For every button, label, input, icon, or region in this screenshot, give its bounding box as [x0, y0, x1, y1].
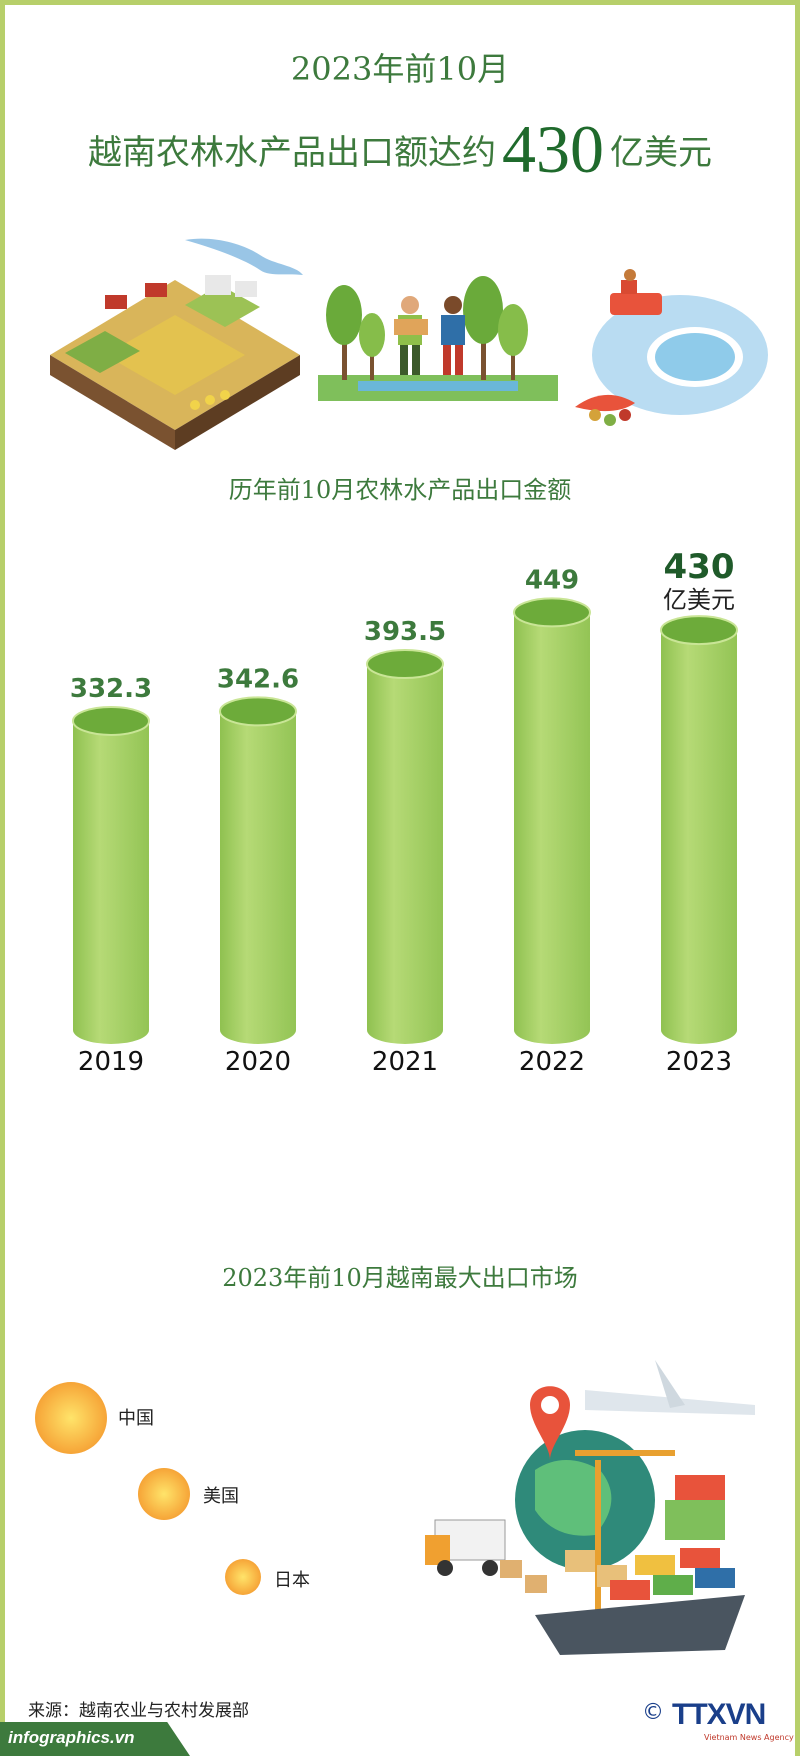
ttxvn-logo-subtitle: Vietnam News Agency [704, 1733, 794, 1742]
x-tick-2023: 2023 [666, 1047, 732, 1077]
x-tick-2020: 2020 [225, 1047, 291, 1077]
value-label-2020: 342.6 [217, 664, 299, 694]
fish-farm-illustration [575, 269, 768, 426]
value-label-2021: 393.5 [364, 617, 446, 647]
footer-site-link[interactable]: infographics.vn [8, 1728, 135, 1747]
bar-chart: 332.3 2019 342.6 2020 393.5 2021 449 2022 430亿美元… [70, 547, 738, 1077]
headline-number: 430 [502, 111, 604, 187]
x-tick-2019: 2019 [78, 1047, 144, 1077]
market-circle-japan [225, 1559, 261, 1595]
logistics-illustration [425, 1360, 755, 1655]
bar-body [661, 630, 737, 1044]
farm-field-illustration [50, 238, 303, 450]
market-circle-china [35, 1382, 107, 1454]
farmers-illustration [318, 276, 558, 401]
chart-section-title: 历年前10月农林水产品出口金额 [228, 476, 572, 504]
unit-label: 亿美元 [663, 586, 735, 614]
bar-top [366, 649, 444, 680]
bar-2019 [72, 705, 150, 1044]
bar-body [514, 612, 590, 1044]
header-headline: 越南农林水产品出口额达约430 亿美元 [0, 110, 800, 189]
bar-top [219, 696, 297, 727]
bar-body [220, 711, 296, 1044]
bar-top [513, 597, 591, 628]
headline-prefix: 越南农林水产品出口额达约 [88, 133, 496, 173]
bar-2020 [219, 696, 297, 1044]
header-period: 2023年前10月 [290, 50, 510, 88]
market-label-japan: 日本 [274, 1570, 310, 1591]
headline-unit: 亿美元 [610, 133, 712, 173]
copyright-symbol: © [642, 1700, 664, 1725]
bar-body [73, 720, 149, 1044]
value-label-2019: 332.3 [70, 674, 152, 704]
footer-bar [0, 1722, 190, 1756]
source-note: 来源：越南农业与农村发展部 [28, 1701, 249, 1721]
bar-top [660, 615, 738, 646]
ttxvn-logo: TTXVN [672, 1698, 766, 1731]
market-label-usa: 美国 [203, 1486, 239, 1507]
bar-2021 [366, 649, 444, 1044]
value-label-2023: 430 [664, 547, 735, 587]
market-circle-usa [138, 1468, 190, 1520]
bar-2022 [513, 597, 591, 1044]
x-tick-2022: 2022 [519, 1047, 585, 1077]
value-label-2022: 449 [525, 565, 579, 595]
x-tick-2021: 2021 [372, 1047, 438, 1077]
markets-section-title: 2023年前10月越南最大出口市场 [222, 1264, 578, 1292]
market-label-china: 中国 [118, 1408, 154, 1429]
bar-body [367, 664, 443, 1044]
bar-2023 [660, 615, 738, 1044]
bar-top [72, 705, 150, 736]
